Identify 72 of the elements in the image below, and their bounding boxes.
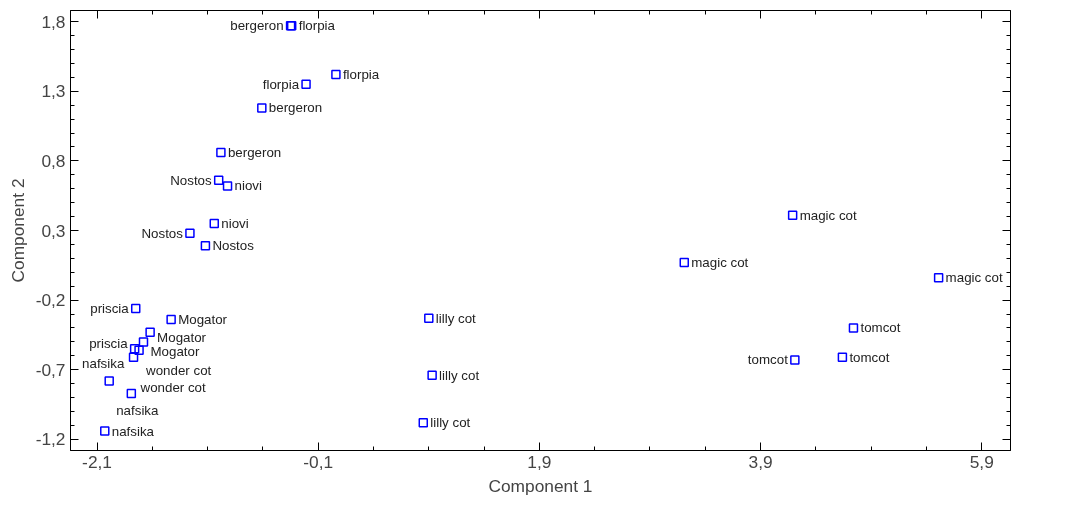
annotation: nafsika <box>82 355 125 371</box>
annotation: nafsika <box>116 403 160 419</box>
point <box>679 257 690 268</box>
y-tick-label: 0,3 <box>41 220 66 241</box>
point <box>790 355 800 365</box>
point <box>185 228 195 239</box>
annotation: magic cot <box>799 207 857 223</box>
point <box>129 344 140 354</box>
x-tick-label: 3,9 <box>748 451 773 472</box>
annotation: tomcot <box>747 352 789 368</box>
annotation: priscia <box>89 336 129 352</box>
x-tick-label: 1,9 <box>527 451 552 472</box>
y-tick-label: 1,8 <box>41 11 66 32</box>
y-tick-label: -0,7 <box>35 359 66 380</box>
annotation: Nostos <box>141 225 184 241</box>
annotation: wonder cot <box>139 379 207 395</box>
x-axis-title: Component 1 <box>488 475 593 496</box>
annotation: Mogator <box>178 312 228 328</box>
annotation: bergeron <box>230 18 284 34</box>
point <box>222 181 233 191</box>
point <box>126 388 137 399</box>
point <box>848 323 859 333</box>
annotation: magic cot <box>691 255 749 271</box>
x-tick-label: -2,1 <box>82 451 112 472</box>
annotation: florpia <box>342 67 380 83</box>
annotation: florpia <box>262 76 300 92</box>
point <box>131 303 141 314</box>
annotation: wonder cot <box>145 362 212 378</box>
annotation: bergeron <box>227 145 282 161</box>
point <box>166 314 176 325</box>
annotation: lilly cot <box>430 415 471 431</box>
x-tick-label: -0,1 <box>303 451 334 472</box>
point <box>100 426 110 436</box>
point <box>213 175 224 186</box>
point <box>209 218 220 229</box>
point <box>331 69 341 80</box>
annotation: Mogator <box>157 329 207 345</box>
annotation: lilly cot <box>435 310 477 326</box>
annotation: nafsika <box>111 423 155 439</box>
y-tick-label: 0,8 <box>41 150 66 171</box>
point <box>145 327 155 337</box>
annotation: tomcot <box>849 349 890 365</box>
annotation: niovi <box>221 216 249 232</box>
point <box>301 79 311 90</box>
point <box>424 313 434 323</box>
point <box>427 370 437 381</box>
annotation: bergeron <box>268 100 323 116</box>
annotation: magic cot <box>945 270 1003 286</box>
annotation: priscia <box>90 300 130 316</box>
point <box>200 241 211 251</box>
annotation: tomcot <box>860 320 901 336</box>
point <box>138 337 149 347</box>
point <box>787 210 798 220</box>
annotation: Nostos <box>170 172 213 188</box>
point <box>837 352 848 362</box>
y-axis-title: Component 2 <box>7 178 28 283</box>
point <box>257 103 267 113</box>
annotation: niovi <box>234 178 262 194</box>
point <box>134 345 144 355</box>
annotation: Mogator <box>150 344 200 360</box>
point <box>216 147 226 158</box>
point <box>128 352 139 362</box>
y-tick-label: -0,2 <box>35 290 66 311</box>
point <box>104 376 114 386</box>
point <box>418 417 429 428</box>
y-tick-label: -1,2 <box>35 429 66 450</box>
x-tick-label: 5,9 <box>969 451 994 472</box>
annotation: lilly cot <box>439 367 480 383</box>
annotation: florpia <box>298 18 336 34</box>
point <box>933 273 944 283</box>
annotation: Nostos <box>212 238 255 254</box>
y-tick-label: 1,3 <box>41 81 66 102</box>
